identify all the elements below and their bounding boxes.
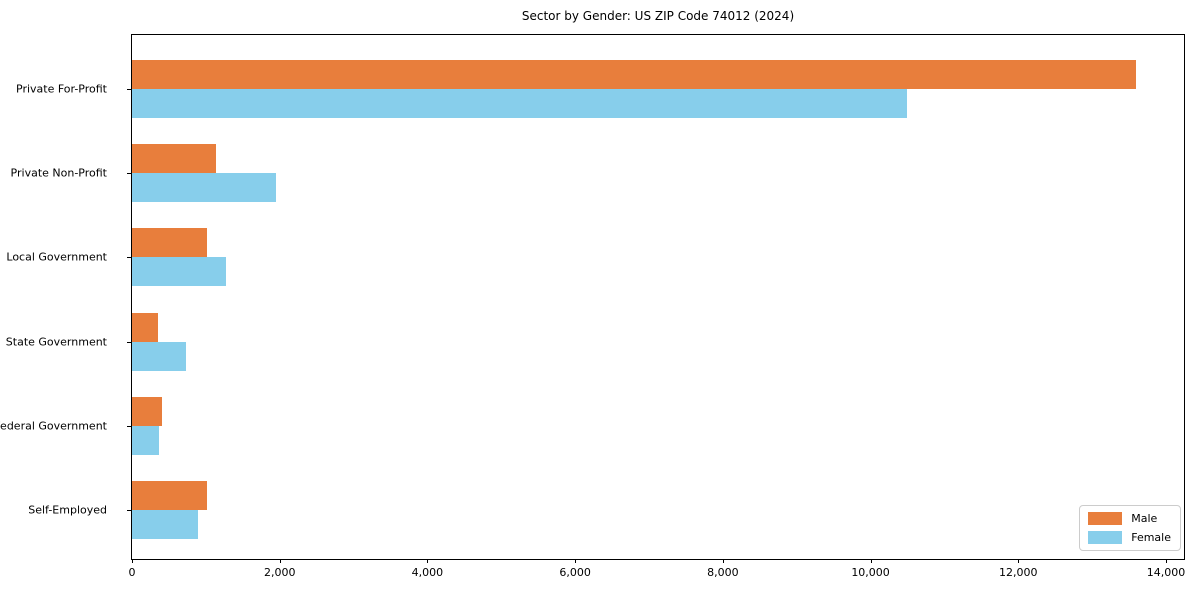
bar-female-self-employed: [132, 510, 198, 539]
x-tick-mark: [132, 559, 133, 563]
bar-male-self-employed: [132, 481, 207, 510]
bar-male-local-government: [132, 228, 207, 258]
category-label: Self-Employed: [28, 503, 107, 517]
male-legend-label: Male: [1131, 512, 1158, 525]
plot-area: Private For-Profit Private Non-Profit Loca…: [0, 34, 1185, 579]
x-tick-mark: [575, 559, 577, 563]
x-tick-label: 6,000: [559, 566, 591, 579]
y-tick-mark: [127, 257, 131, 259]
x-tick-label: 2,000: [263, 566, 296, 579]
bar-female-private-non-profit: [132, 173, 276, 203]
x-tick-mark: [279, 559, 281, 563]
y-tick-mark: [127, 173, 131, 175]
category-label: State Government: [5, 335, 107, 349]
legend: Male Female: [1079, 505, 1181, 551]
bar-female-local-government: [132, 257, 226, 287]
category-label: Local Government: [6, 250, 107, 264]
bar-female-state-government: [132, 341, 186, 371]
y-tick-mark: [127, 425, 131, 427]
x-tick-label: 4,000: [411, 566, 444, 579]
x-tick-mark: [1166, 559, 1167, 563]
female-legend-swatch: [1088, 531, 1123, 544]
x-tick-label: 12,000: [999, 566, 1038, 579]
female-legend-label: Female: [1131, 531, 1171, 544]
y-tick-mark: [127, 89, 131, 90]
legend-row-female: Female: [1088, 531, 1171, 544]
legend-row-male: Male: [1088, 512, 1171, 525]
bar-female-private-for-profit: [132, 89, 907, 118]
x-tick-mark: [722, 559, 724, 563]
x-tick-label: 10,000: [851, 566, 890, 579]
x-tick-label: 8,000: [707, 566, 739, 579]
x-tick-label: 0: [128, 566, 136, 579]
x-tick-mark: [870, 559, 872, 563]
category-label: Private Non-Profit: [10, 166, 107, 180]
male-legend-swatch: [1088, 512, 1123, 525]
bar-male-private-for-profit: [132, 60, 1136, 89]
category-label: Federal Government: [0, 419, 107, 433]
x-tick-mark: [427, 559, 429, 563]
bar-female-federal-government: [132, 425, 159, 455]
bar-male-private-non-profit: [132, 144, 216, 174]
y-tick-mark: [127, 510, 131, 511]
bar-male-federal-government: [132, 396, 162, 426]
y-tick-mark: [127, 341, 131, 343]
category-label: Private For-Profit: [16, 82, 107, 96]
x-tick-label: 14,000: [1146, 566, 1186, 579]
x-tick-mark: [1018, 559, 1020, 563]
bar-male-state-government: [132, 312, 158, 342]
chart-title: Sector by Gender: US ZIP Code 74012 (202…: [521, 9, 795, 23]
